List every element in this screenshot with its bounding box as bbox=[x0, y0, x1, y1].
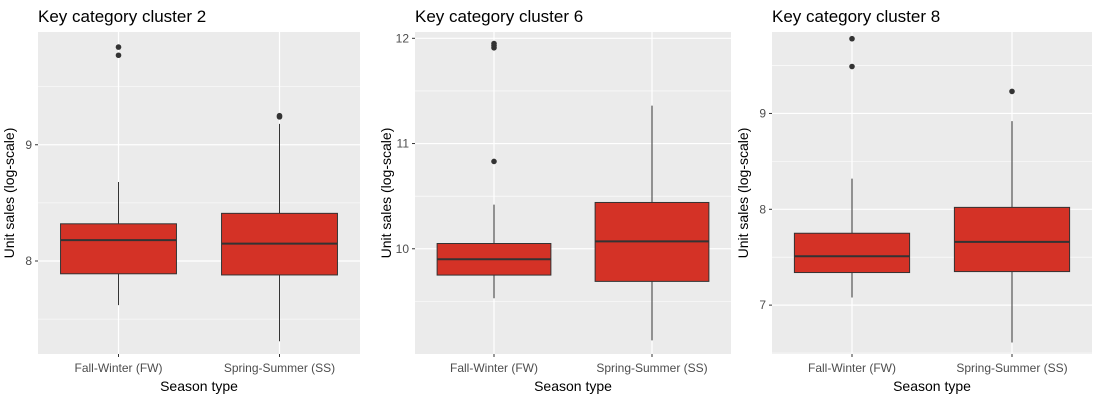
y-axis-title: Unit sales (log-scale) bbox=[1, 128, 17, 259]
x-tick-label: Spring-Summer (SS) bbox=[596, 361, 707, 375]
outlier-point bbox=[1009, 88, 1015, 95]
outlier-point bbox=[849, 63, 855, 70]
outlier-point bbox=[115, 44, 122, 50]
box-plot-panel: Key category cluster 2 8 9 Fall-Winter (FW)… bbox=[1, 7, 360, 394]
y-tick-label: 8 bbox=[759, 202, 766, 216]
y-axis-title: Unit sales (log-scale) bbox=[378, 128, 394, 259]
box bbox=[953, 206, 1071, 273]
x-tick-label: Fall-Winter (FW) bbox=[450, 361, 538, 375]
chart-title: Key category cluster 8 bbox=[772, 7, 940, 26]
box-plot-panel: Key category cluster 8 7 8 9 Fall-Winter (FW… bbox=[735, 7, 1092, 394]
outlier-point bbox=[115, 52, 122, 59]
y-tick-label: 7 bbox=[759, 298, 766, 312]
outlier-point bbox=[276, 112, 283, 119]
box bbox=[60, 223, 177, 275]
x-tick-label: Spring-Summer (SS) bbox=[224, 361, 335, 375]
x-axis-title: Season type bbox=[893, 378, 971, 394]
plot-panel bbox=[38, 32, 360, 354]
outlier-point bbox=[491, 40, 497, 47]
plot-panel bbox=[415, 32, 731, 354]
chart-title: Key category cluster 6 bbox=[415, 7, 583, 26]
y-tick-label: 8 bbox=[25, 254, 32, 268]
plot-panel bbox=[772, 32, 1092, 354]
y-tick-label: 10 bbox=[396, 242, 410, 256]
y-tick-label: 9 bbox=[25, 138, 32, 152]
chart-title: Key category cluster 2 bbox=[38, 7, 206, 26]
y-axis-title: Unit sales (log-scale) bbox=[735, 128, 751, 259]
x-axis-title: Season type bbox=[160, 378, 238, 394]
x-tick-label: Fall-Winter (FW) bbox=[808, 361, 896, 375]
outlier-point bbox=[491, 158, 497, 165]
box-plot-panel: Key category cluster 6 10 11 12 Fall-Winter … bbox=[378, 7, 731, 394]
y-tick-label: 12 bbox=[396, 31, 410, 45]
x-axis-title: Season type bbox=[534, 378, 612, 394]
x-tick-label: Spring-Summer (SS) bbox=[956, 361, 1067, 375]
y-tick-label: 11 bbox=[397, 137, 410, 151]
box bbox=[793, 232, 911, 274]
outlier-point bbox=[849, 35, 855, 42]
y-tick-label: 9 bbox=[759, 106, 766, 120]
x-tick-label: Fall-Winter (FW) bbox=[75, 361, 163, 375]
